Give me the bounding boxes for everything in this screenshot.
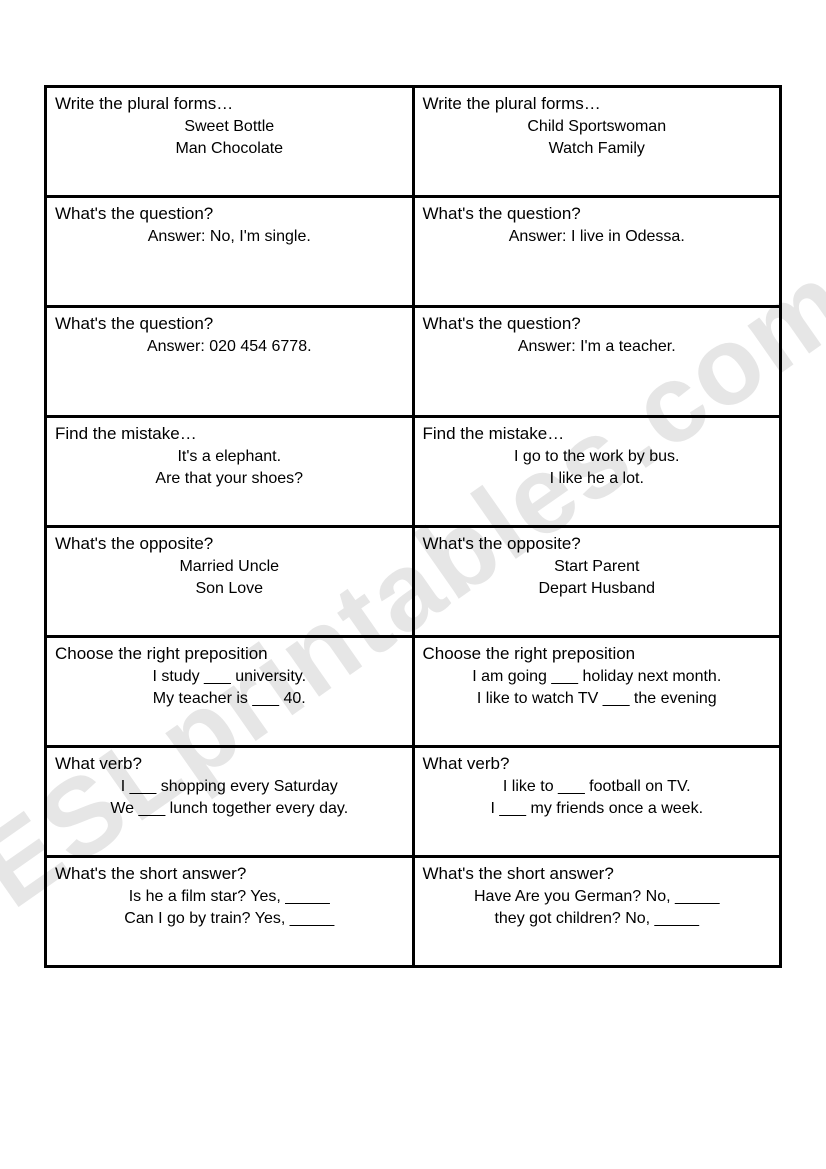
cell-line: Married Uncle: [55, 556, 404, 578]
cell-prompt: What verb?: [423, 754, 772, 774]
cell-line: Answer: No, I'm single.: [55, 226, 404, 248]
cell-line: I ___ shopping every Saturday: [55, 776, 404, 798]
cell-line: I am going ___ holiday next month.: [423, 666, 772, 688]
cell-prompt: Choose the right preposition: [423, 644, 772, 664]
cell-line: I like he a lot.: [423, 468, 772, 490]
exercise-cell: Choose the right preposition I study ___…: [46, 637, 414, 747]
worksheet-page: ESLprintables.com Write the plural forms…: [0, 0, 826, 1169]
cell-prompt: Write the plural forms…: [55, 94, 404, 114]
exercise-cell: What verb? I ___ shopping every Saturday…: [46, 747, 414, 857]
table-row: What's the short answer? Is he a film st…: [46, 857, 781, 967]
table-row: Find the mistake… It's a elephant. Are t…: [46, 417, 781, 527]
exercise-cell: What's the short answer? Have Are you Ge…: [413, 857, 781, 967]
exercise-cell: Write the plural forms… Sweet Bottle Man…: [46, 87, 414, 197]
exercise-cell: Find the mistake… It's a elephant. Are t…: [46, 417, 414, 527]
cell-line: I go to the work by bus.: [423, 446, 772, 468]
cell-prompt: Find the mistake…: [423, 424, 772, 444]
cell-line: Sweet Bottle: [55, 116, 404, 138]
cell-line: Are that your shoes?: [55, 468, 404, 490]
cell-prompt: What's the question?: [55, 314, 404, 334]
table-row: Choose the right preposition I study ___…: [46, 637, 781, 747]
exercise-cell: Choose the right preposition I am going …: [413, 637, 781, 747]
exercise-grid: Write the plural forms… Sweet Bottle Man…: [44, 85, 782, 968]
cell-prompt: What's the opposite?: [55, 534, 404, 554]
exercise-cell: What verb? I like to ___ football on TV.…: [413, 747, 781, 857]
cell-prompt: What's the question?: [55, 204, 404, 224]
cell-prompt: Choose the right preposition: [55, 644, 404, 664]
cell-prompt: Write the plural forms…: [423, 94, 772, 114]
cell-line: I like to watch TV ___ the evening: [423, 688, 772, 710]
exercise-cell: Find the mistake… I go to the work by bu…: [413, 417, 781, 527]
cell-line: Answer: 020 454 6778.: [55, 336, 404, 358]
cell-line: We ___ lunch together every day.: [55, 798, 404, 820]
cell-prompt: What's the short answer?: [423, 864, 772, 884]
cell-line: Answer: I'm a teacher.: [423, 336, 772, 358]
cell-line: It's a elephant.: [55, 446, 404, 468]
cell-prompt: What's the short answer?: [55, 864, 404, 884]
exercise-cell: What's the short answer? Is he a film st…: [46, 857, 414, 967]
table-row: What verb? I ___ shopping every Saturday…: [46, 747, 781, 857]
cell-line: My teacher is ___ 40.: [55, 688, 404, 710]
table-row: Write the plural forms… Sweet Bottle Man…: [46, 87, 781, 197]
cell-line: I like to ___ football on TV.: [423, 776, 772, 798]
exercise-cell: What's the question? Answer: No, I'm sin…: [46, 197, 414, 307]
cell-line: I ___ my friends once a week.: [423, 798, 772, 820]
cell-line: Start Parent: [423, 556, 772, 578]
cell-line: Can I go by train? Yes, _____: [55, 908, 404, 930]
exercise-cell: What's the question? Answer: 020 454 677…: [46, 307, 414, 417]
table-row: What's the opposite? Married Uncle Son L…: [46, 527, 781, 637]
cell-line: Answer: I live in Odessa.: [423, 226, 772, 248]
exercise-cell: What's the opposite? Married Uncle Son L…: [46, 527, 414, 637]
cell-line: Man Chocolate: [55, 138, 404, 160]
exercise-cell: Write the plural forms… Child Sportswoma…: [413, 87, 781, 197]
exercise-cell: What's the question? Answer: I'm a teach…: [413, 307, 781, 417]
cell-line: Have Are you German? No, _____: [423, 886, 772, 908]
cell-line: Is he a film star? Yes, _____: [55, 886, 404, 908]
cell-line: I study ___ university.: [55, 666, 404, 688]
cell-prompt: What's the opposite?: [423, 534, 772, 554]
cell-prompt: What's the question?: [423, 204, 772, 224]
cell-line: Watch Family: [423, 138, 772, 160]
cell-prompt: What's the question?: [423, 314, 772, 334]
cell-line: Child Sportswoman: [423, 116, 772, 138]
cell-prompt: What verb?: [55, 754, 404, 774]
cell-prompt: Find the mistake…: [55, 424, 404, 444]
exercise-cell: What's the question? Answer: I live in O…: [413, 197, 781, 307]
cell-line: they got children? No, _____: [423, 908, 772, 930]
cell-line: Depart Husband: [423, 578, 772, 600]
table-row: What's the question? Answer: No, I'm sin…: [46, 197, 781, 307]
exercise-cell: What's the opposite? Start Parent Depart…: [413, 527, 781, 637]
table-row: What's the question? Answer: 020 454 677…: [46, 307, 781, 417]
cell-line: Son Love: [55, 578, 404, 600]
